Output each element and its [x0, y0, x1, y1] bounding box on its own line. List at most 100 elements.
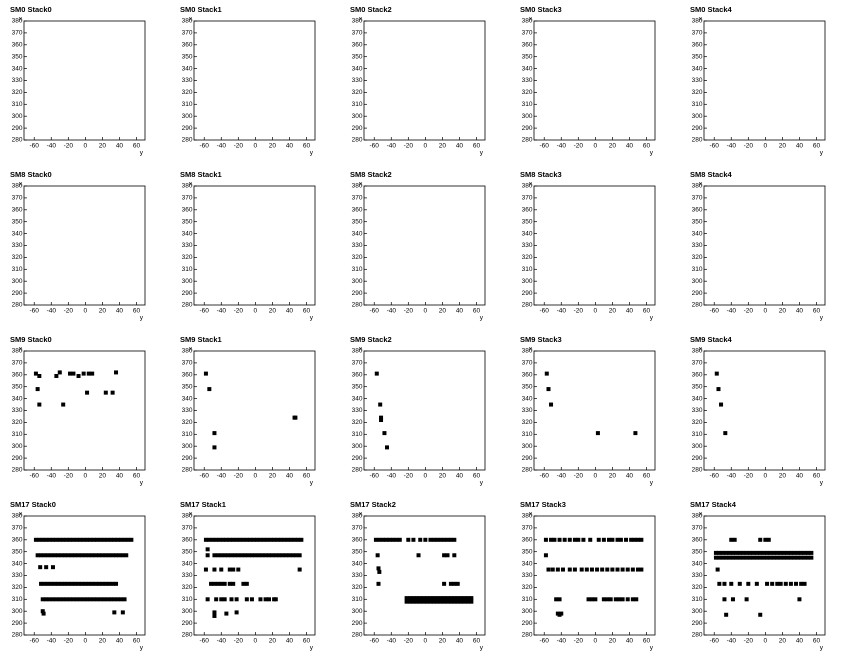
x-tick-label: 40 [286, 143, 294, 150]
point [438, 596, 443, 601]
point [717, 555, 722, 560]
y-tick-label: 370 [352, 195, 363, 202]
y-tick-label: 360 [182, 42, 193, 49]
y-tick-label: 350 [12, 53, 23, 60]
point [117, 553, 122, 558]
point [625, 597, 630, 602]
point [717, 550, 722, 555]
x-tick-label: -60 [540, 638, 550, 645]
point [96, 553, 101, 558]
point [792, 550, 797, 555]
y-tick-label: 300 [182, 278, 193, 285]
y-tick-label: 310 [352, 596, 363, 603]
y-tick-label: 290 [522, 125, 533, 132]
y-tick-label: 370 [182, 195, 193, 202]
x-tick-label: 20 [269, 473, 277, 480]
point [37, 402, 42, 407]
y-tick-label: 340 [522, 560, 533, 567]
point [741, 555, 746, 560]
y-axis-label: x [529, 16, 533, 23]
point [624, 537, 629, 542]
x-tick-label: 0 [594, 143, 598, 150]
y-tick-label: 340 [182, 65, 193, 72]
point [601, 537, 606, 542]
point [601, 597, 606, 602]
point [600, 567, 605, 572]
plot-frame [363, 20, 486, 141]
point [445, 599, 450, 604]
point [722, 581, 727, 586]
point [90, 371, 95, 376]
point [243, 553, 248, 558]
x-axis-label: y [310, 315, 314, 322]
point [714, 371, 719, 376]
point [212, 610, 217, 615]
y-tick-label: 320 [522, 254, 533, 261]
x-tick-label: 40 [286, 638, 294, 645]
point [234, 610, 239, 615]
y-tick-label: 300 [182, 113, 193, 120]
point [445, 596, 450, 601]
y-tick-label: 280 [692, 467, 703, 474]
point [224, 537, 229, 542]
x-tick-label: 0 [254, 308, 258, 315]
point [720, 555, 725, 560]
point [110, 390, 115, 395]
point [91, 537, 96, 542]
point [737, 555, 742, 560]
point [788, 581, 793, 586]
point [724, 612, 729, 617]
y-tick-label: 360 [692, 207, 703, 214]
x-tick-label: -20 [64, 143, 74, 150]
point [278, 537, 283, 542]
x-tick-label: -20 [744, 308, 754, 315]
point [748, 550, 753, 555]
point [758, 537, 763, 542]
y-tick-label: 300 [182, 443, 193, 450]
x-tick-label: 40 [456, 473, 464, 480]
point [797, 597, 802, 602]
point [425, 599, 430, 604]
point [220, 537, 225, 542]
y-tick-label: 280 [182, 632, 193, 639]
x-tick-label: 60 [303, 638, 311, 645]
point [256, 553, 261, 558]
panel-title: SM0 Stack4 [690, 5, 733, 14]
x-tick-label: 60 [303, 143, 311, 150]
point [606, 537, 611, 542]
point [214, 597, 219, 602]
y-tick-label: 370 [12, 525, 23, 532]
y-axis-label: x [699, 346, 703, 353]
point [605, 567, 610, 572]
point [120, 610, 125, 615]
point [384, 537, 389, 542]
x-tick-label: -40 [387, 143, 397, 150]
x-tick-label: 0 [764, 473, 768, 480]
y-tick-label: 300 [522, 113, 533, 120]
y-tick-label: 310 [352, 101, 363, 108]
point [452, 599, 457, 604]
x-tick-label: 0 [424, 638, 428, 645]
x-tick-label: 40 [626, 308, 634, 315]
point [730, 597, 735, 602]
y-tick-label: 370 [522, 30, 533, 37]
point [205, 553, 210, 558]
point [93, 581, 98, 586]
point [61, 537, 66, 542]
y-tick-label: 330 [12, 77, 23, 84]
x-tick-label: 60 [813, 473, 821, 480]
point [50, 537, 55, 542]
y-tick-label: 280 [12, 137, 23, 144]
y-tick-label: 360 [182, 372, 193, 379]
point [557, 537, 562, 542]
point [723, 431, 728, 436]
x-tick-label: -20 [64, 308, 74, 315]
point [579, 567, 584, 572]
point [110, 581, 115, 586]
plot-frame [193, 515, 316, 636]
point [799, 555, 804, 560]
point [119, 537, 124, 542]
x-tick-label: -20 [234, 638, 244, 645]
y-axis-label: x [19, 16, 23, 23]
